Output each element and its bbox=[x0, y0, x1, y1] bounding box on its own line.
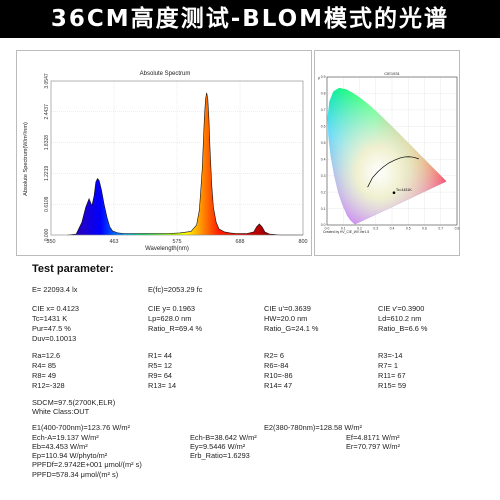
cie-point-label: Tc=1431K bbox=[396, 188, 412, 192]
spectrum-y-tick: 0.000 bbox=[44, 229, 50, 242]
param-r4: R4= 85 bbox=[32, 361, 57, 370]
spectrum-x-tick: 575 bbox=[173, 239, 182, 245]
spectrum-y-tick: 3.0547 bbox=[44, 73, 50, 89]
cie-x-tick: 0.1 bbox=[341, 227, 346, 231]
param-cie-y: CIE y= 0.1963 bbox=[148, 304, 196, 313]
param-ratio-r: Ratio_R=69.4 % bbox=[148, 324, 203, 333]
spectrum-x-tick: 800 bbox=[299, 239, 308, 245]
cie-x-tick: 0.6 bbox=[422, 227, 427, 231]
spectrum-ylabel: Absolute Spectrum(W/m²/nm) bbox=[23, 122, 29, 196]
param-r15: R15= 59 bbox=[378, 381, 407, 390]
spectrum-y-tick: 1.2219 bbox=[44, 166, 50, 182]
param-r11: R11= 67 bbox=[378, 371, 406, 380]
param-eb: Eb=43.453 W/m² bbox=[32, 442, 88, 451]
param-tc: Tc=1431 K bbox=[32, 314, 68, 323]
param-lp: Lp=628.0 nm bbox=[148, 314, 192, 323]
cie-title: CIE1931 bbox=[384, 71, 400, 76]
param-hw: HW=20.0 nm bbox=[264, 314, 308, 323]
cie-x-tick: 0.2 bbox=[357, 227, 362, 231]
param-r9: R9= 64 bbox=[148, 371, 173, 380]
page-banner-title: 36CM高度测试-BLOM模式的光谱 bbox=[0, 0, 500, 38]
spectrum-xlabel: Wavelength(nm) bbox=[145, 246, 189, 252]
param-erb: Erb_Ratio=1.6293 bbox=[190, 451, 250, 460]
param-ratio-g: Ratio_G=24.1 % bbox=[264, 324, 319, 333]
param-ppfdf: PPFDf=2.9742E+001 μmol/(m² s) bbox=[32, 460, 142, 469]
param-r2: R2= 6 bbox=[264, 351, 284, 360]
param-duv: Duv=0.10013 bbox=[32, 334, 77, 343]
cie-x-tick: 0.7 bbox=[438, 227, 443, 231]
spectrum-x-tick: 688 bbox=[236, 239, 245, 245]
planckian-locus bbox=[367, 156, 419, 188]
param-e: E= 22093.4 lx bbox=[32, 285, 78, 294]
param-r7: R7= 1 bbox=[378, 361, 398, 370]
param-pur: Pur=47.5 % bbox=[32, 324, 71, 333]
cie-measured-point bbox=[392, 191, 396, 195]
param-r14: R14= 47 bbox=[264, 381, 293, 390]
cie-x-tick: 0.0 bbox=[325, 227, 330, 231]
param-ech-a: Ech-A=19.137 W/m² bbox=[32, 433, 99, 442]
spectrum-chart-panel: Absolute Spectrum Wavelength(nm) Absolut… bbox=[16, 50, 312, 256]
cie-diagram-panel: Tc=1431K CIE1931 y Created by HV_CIE_WV.… bbox=[314, 50, 460, 256]
param-cie-v: CIE v'=0.3900 bbox=[378, 304, 425, 313]
cie-ylabel: y bbox=[318, 75, 320, 80]
spectrum-title: Absolute Spectrum bbox=[140, 71, 191, 77]
param-r3: R3=-14 bbox=[378, 351, 403, 360]
param-e1: E1(400-700nm)=123.76 W/m² bbox=[32, 423, 130, 432]
cie-plot-frame bbox=[326, 76, 458, 226]
param-ratio-b: Ratio_B=6.6 % bbox=[378, 324, 428, 333]
cie-y-tick: 0.5 bbox=[321, 141, 326, 145]
cie-y-tick: 0.4 bbox=[321, 157, 326, 161]
spectrum-chart: Absolute Spectrum Wavelength(nm) Absolut… bbox=[23, 71, 308, 252]
cie-y-tick: 0.8 bbox=[321, 92, 326, 96]
param-ld: Ld=610.2 nm bbox=[378, 314, 422, 323]
cie-x-tick: 0.5 bbox=[406, 227, 411, 231]
param-sdcm: SDCM=97.5(2700K,ELR) bbox=[32, 398, 116, 407]
spectrum-y-tick: 0.6109 bbox=[44, 196, 50, 212]
param-r13: R13= 14 bbox=[148, 381, 177, 390]
param-r5: R5= 12 bbox=[148, 361, 173, 370]
param-r12: R12=-328 bbox=[32, 381, 65, 390]
param-er: Er=70.797 W/m² bbox=[346, 442, 401, 451]
spectrum-area bbox=[67, 92, 303, 235]
cie-y-tick: 0.6 bbox=[321, 125, 326, 129]
param-efc: E(fc)=2053.29 fc bbox=[148, 285, 203, 294]
spectrum-x-tick: 350 bbox=[47, 239, 56, 245]
spectrum-x-tick: 463 bbox=[110, 239, 119, 245]
param-cie-x: CIE x= 0.4123 bbox=[32, 304, 80, 313]
param-e2: E2(380-780nm)=128.58 W/m² bbox=[264, 423, 362, 432]
spectrum-plot-frame bbox=[50, 80, 304, 236]
param-ppfd: PPFD=578.34 μmol/(m² s) bbox=[32, 470, 119, 479]
param-r6: R6=-84 bbox=[264, 361, 289, 370]
cie-y-tick: 0.9 bbox=[321, 75, 326, 79]
param-ep: Ep=110.94 W/phyto/m² bbox=[32, 451, 108, 460]
cie-white-region bbox=[327, 87, 447, 225]
cie-x-tick: 0.8 bbox=[455, 227, 460, 231]
param-ech-b: Ech-B=38.642 W/m² bbox=[190, 433, 257, 442]
param-r1: R1= 44 bbox=[148, 351, 173, 360]
param-ef: Ef=4.8171 W/m² bbox=[346, 433, 400, 442]
cie-x-tick: 0.3 bbox=[373, 227, 378, 231]
param-r10: R10=-86 bbox=[264, 371, 293, 380]
param-ra: Ra=12.6 bbox=[32, 351, 61, 360]
param-r8: R8= 49 bbox=[32, 371, 57, 380]
spectrum-line bbox=[67, 92, 303, 236]
cie-y-tick: 0.1 bbox=[321, 207, 326, 211]
param-white-class: White Class:OUT bbox=[32, 407, 90, 416]
cie-diagram: Tc=1431K CIE1931 y Created by HV_CIE_WV.… bbox=[318, 71, 460, 234]
cie-y-tick: 0.7 bbox=[321, 108, 326, 112]
cie-credit: Created by HV_CIE_WV.Ver1.5 bbox=[323, 230, 369, 234]
param-cie-u: CIE u'=0.3639 bbox=[264, 304, 311, 313]
cie-x-tick: 0.4 bbox=[390, 227, 395, 231]
param-ey: Ey=9.5446 W/m² bbox=[190, 442, 246, 451]
spectrum-y-tick: 1.8328 bbox=[44, 135, 50, 151]
spectrum-y-tick: 2.4437 bbox=[44, 104, 50, 120]
cie-y-tick: 0.3 bbox=[321, 174, 326, 178]
test-parameter-heading: Test parameter: bbox=[32, 263, 114, 275]
cie-y-tick: 0.2 bbox=[321, 190, 326, 194]
cie-y-tick: 0.0 bbox=[321, 223, 326, 227]
